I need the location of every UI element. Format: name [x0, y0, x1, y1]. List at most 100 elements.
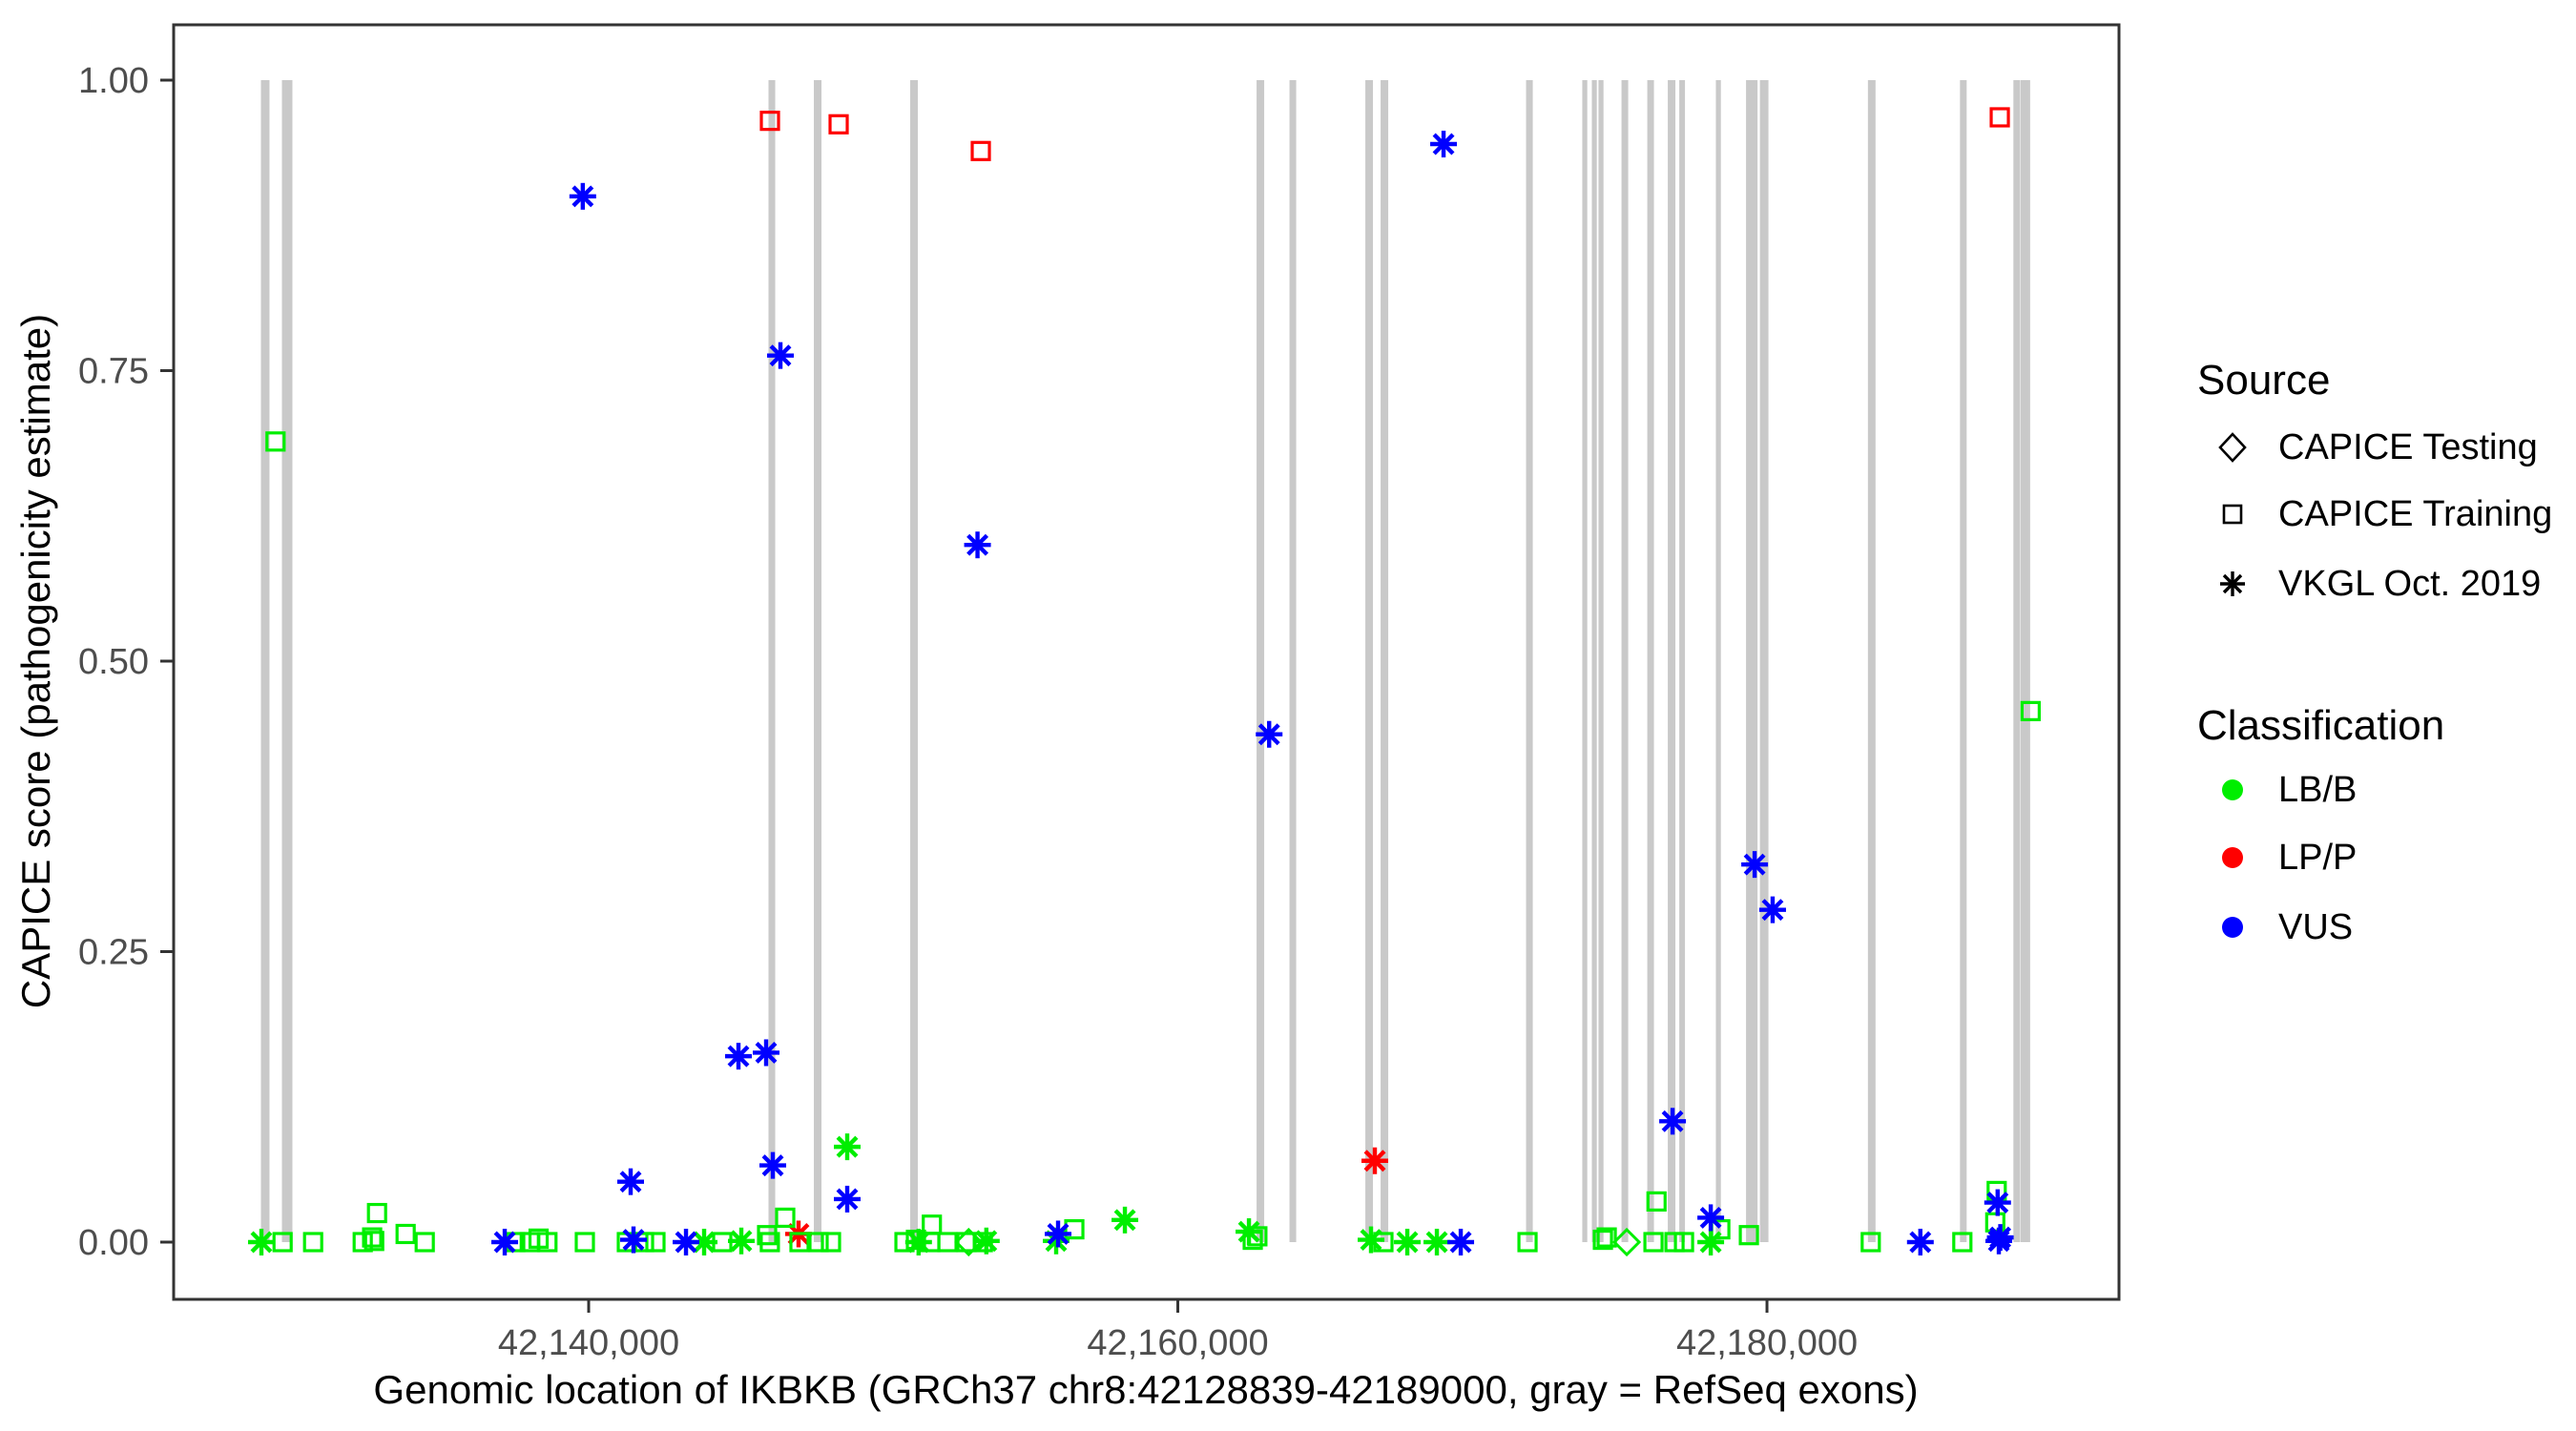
data-point-square	[775, 1207, 796, 1229]
data-point-asterisk	[1697, 1229, 1725, 1255]
x-tick-label: 42,160,000	[1087, 1323, 1268, 1363]
exon-bar	[1668, 80, 1676, 1242]
data-point-asterisk	[1659, 1108, 1687, 1135]
exon-bar	[260, 80, 270, 1242]
data-point-square	[970, 140, 991, 161]
exon-bar	[1746, 80, 1758, 1242]
exon-bar	[1759, 80, 1769, 1242]
data-point-square	[789, 1232, 810, 1253]
y-tick-label: 0.00	[78, 1223, 149, 1263]
x-axis-title: Genomic location of IKBKB (GRCh37 chr8:4…	[373, 1367, 1919, 1412]
panel-border	[172, 23, 2121, 1301]
data-point-asterisk	[491, 1229, 519, 1255]
data-point-asterisk	[617, 1168, 645, 1195]
data-point-square	[1952, 1232, 1973, 1253]
data-point-square	[574, 1232, 595, 1253]
data-point-asterisk	[972, 1227, 1000, 1255]
data-point-square	[922, 1214, 943, 1235]
exon-bar	[1289, 80, 1297, 1242]
exon-bar	[281, 80, 293, 1242]
exon-bar	[768, 80, 776, 1242]
data-point-asterisk	[1447, 1229, 1475, 1255]
data-point-asterisk	[1256, 720, 1283, 748]
y-tick-label: 0.75	[78, 352, 149, 392]
data-point-square	[395, 1223, 416, 1245]
exon-bar	[814, 80, 822, 1242]
y-axis-title: CAPICE score (pathogenicity estimate)	[13, 313, 58, 1009]
data-point-asterisk	[1236, 1218, 1263, 1246]
data-point-square	[2020, 700, 2041, 721]
data-point-asterisk	[620, 1226, 648, 1254]
data-point-asterisk	[1906, 1229, 1934, 1255]
data-point-square	[537, 1232, 558, 1253]
data-point-asterisk	[834, 1133, 862, 1161]
data-point-square	[757, 1225, 778, 1246]
data-point-asterisk	[725, 1043, 753, 1070]
data-point-asterisk	[1984, 1189, 2011, 1216]
exon-bar	[1381, 80, 1389, 1242]
exon-bar	[1715, 80, 1721, 1242]
exon-bar	[1526, 80, 1533, 1242]
data-point-asterisk	[1045, 1220, 1072, 1248]
data-point-asterisk	[1423, 1229, 1451, 1255]
data-point-asterisk	[1430, 130, 1458, 157]
data-point-square	[364, 1231, 384, 1252]
data-point-asterisk	[767, 342, 795, 369]
data-point-asterisk	[1358, 1226, 1385, 1254]
data-point-diamond	[1611, 1227, 1642, 1257]
data-point-square	[1860, 1232, 1881, 1253]
data-point-square	[808, 1232, 829, 1253]
data-point-square	[1064, 1219, 1085, 1240]
exon-bar	[1591, 80, 1597, 1242]
data-point-square	[759, 1232, 780, 1253]
data-point-asterisk	[1758, 896, 1786, 923]
data-point-asterisk	[1697, 1204, 1725, 1232]
exon-bar	[1647, 80, 1654, 1242]
data-point-asterisk	[247, 1229, 275, 1255]
exon-bar	[910, 80, 919, 1242]
data-point-square	[821, 1232, 841, 1253]
data-point-square	[1673, 1232, 1694, 1253]
data-point-asterisk	[904, 1229, 932, 1255]
data-point-square	[937, 1232, 958, 1253]
exon-bar	[1621, 80, 1629, 1242]
data-point-square	[905, 1229, 926, 1251]
data-point-square	[1738, 1225, 1759, 1246]
data-point-square	[265, 431, 286, 452]
data-point-square	[1592, 1229, 1613, 1251]
data-point-asterisk	[673, 1229, 700, 1255]
data-point-asterisk	[1361, 1147, 1389, 1174]
exon-bar	[1867, 80, 1876, 1242]
data-point-asterisk	[1741, 851, 1769, 879]
data-point-asterisk	[759, 1151, 787, 1179]
data-point-square	[362, 1227, 383, 1248]
data-point-diamond	[954, 1227, 984, 1257]
data-point-square	[302, 1232, 323, 1253]
exon-bar	[1960, 80, 1967, 1242]
x-tick-label: 42,180,000	[1676, 1323, 1858, 1363]
data-point-asterisk	[964, 531, 991, 559]
exon-bar	[1679, 80, 1686, 1242]
data-point-asterisk	[569, 182, 596, 210]
data-point-square	[1989, 107, 2010, 128]
exon-bar	[2020, 80, 2030, 1242]
data-point-asterisk	[753, 1039, 780, 1067]
data-point-square	[759, 111, 780, 132]
y-tick-label: 0.50	[78, 642, 149, 682]
exon-bar	[1365, 80, 1374, 1242]
data-point-square	[366, 1202, 387, 1224]
data-point-square	[1517, 1232, 1538, 1253]
y-tick-label: 1.00	[78, 61, 149, 101]
x-tick-label: 42,140,000	[498, 1323, 679, 1363]
exon-bar	[1598, 80, 1604, 1242]
data-point-asterisk	[1111, 1206, 1139, 1234]
data-point-asterisk	[1986, 1224, 2014, 1252]
data-point-square	[1646, 1191, 1667, 1212]
y-tick-label: 0.25	[78, 933, 149, 973]
data-point-asterisk	[728, 1227, 756, 1255]
data-point-square	[1596, 1227, 1617, 1248]
data-point-square	[645, 1232, 666, 1253]
data-point-square	[414, 1232, 435, 1253]
